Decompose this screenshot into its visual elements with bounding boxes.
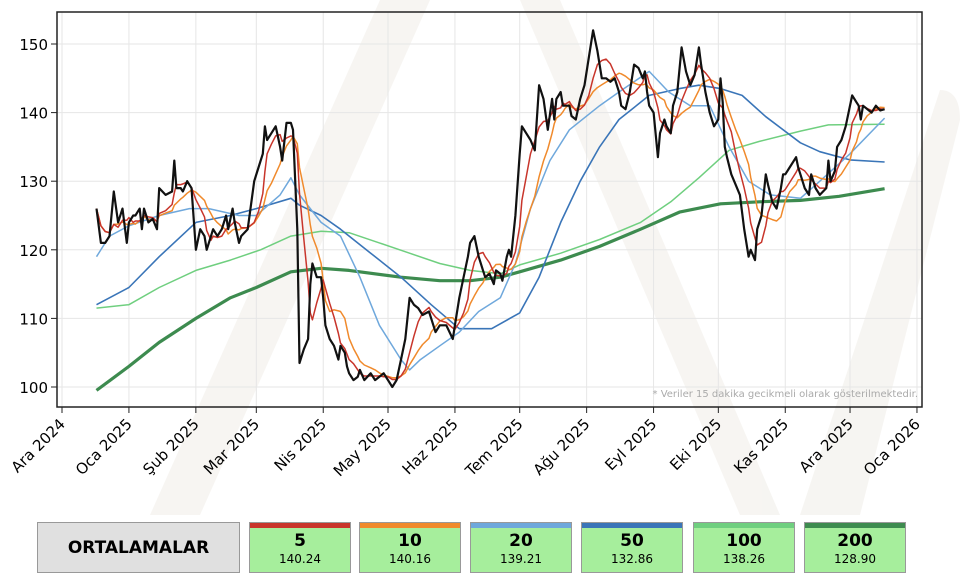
- y-tick-label: 120: [19, 242, 48, 260]
- y-tick-label: 140: [19, 105, 48, 123]
- ma-100-line: [96, 123, 885, 309]
- ma-color-bar: [250, 523, 350, 528]
- x-tick-label: Ağu 2025: [530, 415, 594, 479]
- ma-period: 5: [294, 531, 306, 551]
- y-tick-label: 110: [19, 310, 48, 328]
- ma-period: 100: [726, 531, 762, 551]
- ma-color-bar: [360, 523, 460, 528]
- ma-value: 132.86: [611, 552, 653, 566]
- ma-period: 50: [620, 531, 644, 551]
- ma-10-line: [95, 72, 885, 379]
- legend-title: ORTALAMALAR: [37, 522, 240, 573]
- ma-20-line: [95, 70, 886, 371]
- ma-color-bar: [582, 523, 682, 528]
- ma-color-bar: [471, 523, 571, 528]
- ma-period: 10: [398, 531, 422, 551]
- ma-value: 140.16: [389, 552, 431, 566]
- x-tick-label: Haz 2025: [399, 415, 462, 478]
- plot-frame: [56, 11, 923, 408]
- ma-value: 128.90: [834, 552, 876, 566]
- x-tick-label: Oca 2025: [72, 415, 136, 479]
- ma-50-line: [96, 84, 885, 330]
- ma-color-bar: [805, 523, 905, 528]
- x-tick-label: Nis 2025: [271, 415, 331, 475]
- ma-value: 139.21: [500, 552, 542, 566]
- y-tick-label: 100: [19, 379, 48, 397]
- series-lines: [95, 29, 886, 392]
- delay-note: * Veriler 15 dakika gecikmeli olarak gös…: [653, 389, 918, 400]
- ma-50-legend: 50 132.86: [581, 522, 683, 573]
- close-price-line: [95, 29, 885, 389]
- x-tick-label: Ara 2024: [8, 415, 69, 476]
- ma-period: 200: [837, 531, 873, 551]
- y-tick-label: 130: [19, 173, 48, 191]
- ma-100-legend: 100 138.26: [693, 522, 795, 573]
- ma-20-legend: 20 139.21: [470, 522, 572, 573]
- ma-10-legend: 10 140.16: [359, 522, 461, 573]
- grid: [57, 12, 922, 407]
- ma-value: 140.24: [279, 552, 321, 566]
- x-tick-label: May 2025: [330, 415, 395, 480]
- ma-5-legend: 5 140.24: [249, 522, 351, 573]
- ma-value: 138.26: [723, 552, 765, 566]
- ma-200-legend: 200 128.90: [804, 522, 906, 573]
- ma-color-bar: [694, 523, 794, 528]
- ma-period: 20: [509, 531, 533, 551]
- x-tick-label: Eyl 2025: [601, 415, 660, 474]
- watermark: [150, 0, 960, 515]
- y-tick-label: 150: [19, 36, 48, 54]
- x-tick-label: Tem 2025: [461, 415, 526, 480]
